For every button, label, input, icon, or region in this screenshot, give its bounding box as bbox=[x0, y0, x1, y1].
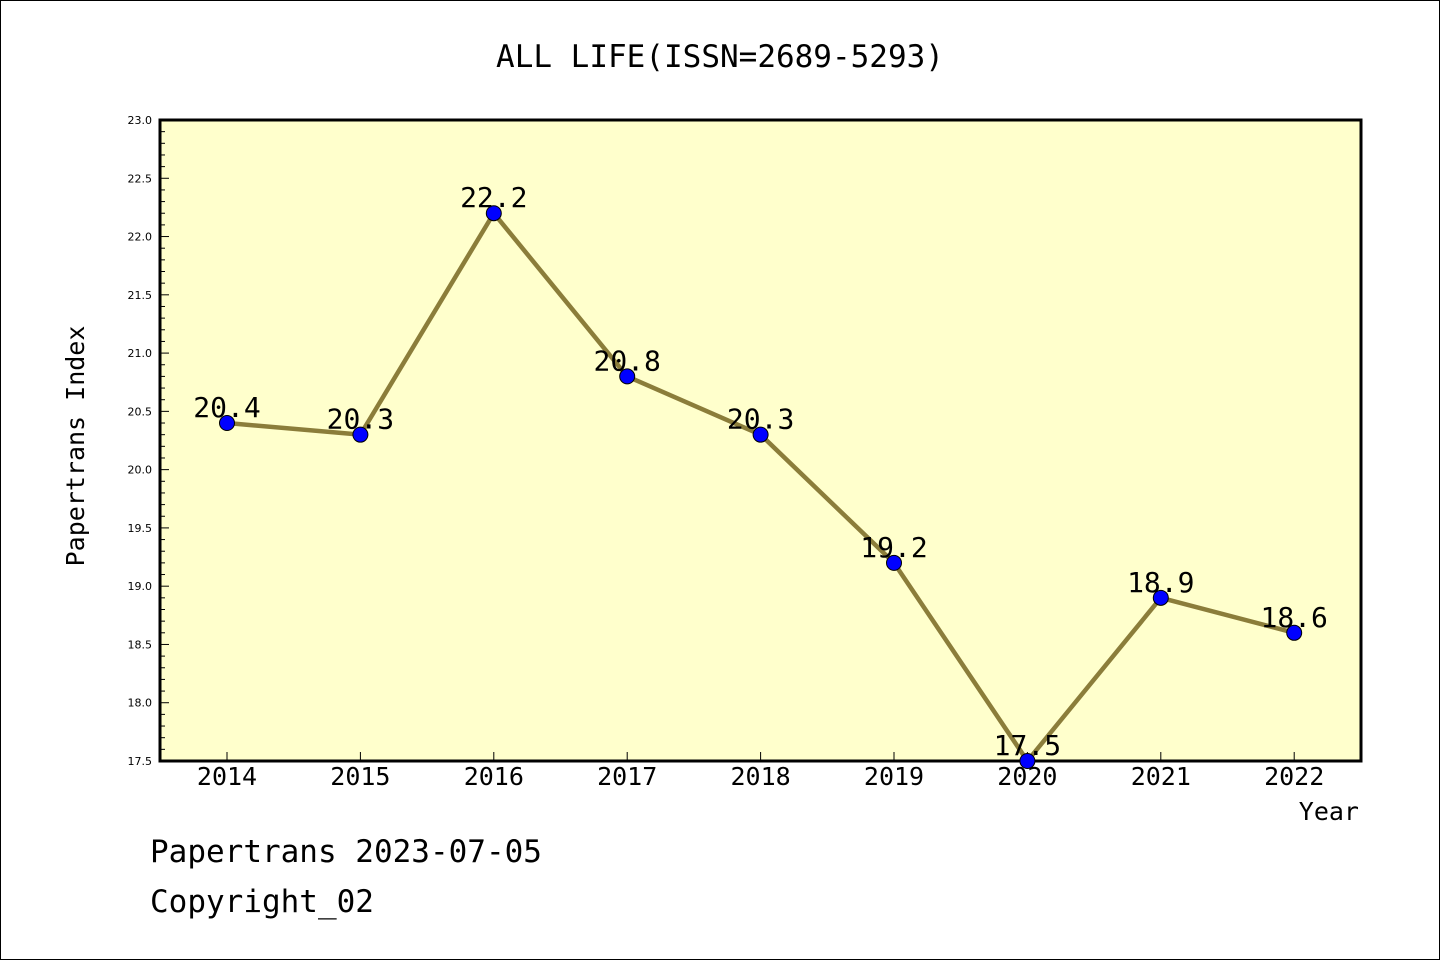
data-label: 19.2 bbox=[860, 531, 927, 564]
data-label: 20.3 bbox=[727, 403, 794, 436]
data-point bbox=[886, 554, 902, 571]
y-tick-label: 22.0 bbox=[128, 231, 153, 244]
data-label: 20.3 bbox=[327, 403, 394, 436]
y-axis: 17.5 18.0 18.5 19.0 19.5 20.0 20.5 21.0 21.5 22.0… bbox=[128, 114, 169, 768]
data-label: 20.8 bbox=[593, 344, 660, 377]
y-tick-label: 21.5 bbox=[128, 289, 153, 302]
y-tick-label: 18.0 bbox=[128, 697, 153, 710]
data-point bbox=[619, 368, 636, 385]
y-tick-label: 20.0 bbox=[128, 464, 153, 477]
data-label: 22.2 bbox=[460, 181, 527, 214]
x-axis: 2014 2015 2016 2017 2018 2019 2020 2021 2022 bbox=[197, 752, 1324, 791]
y-tick-label: 22.5 bbox=[128, 172, 153, 185]
data-label: 18.6 bbox=[1260, 601, 1327, 634]
data-label: 17.5 bbox=[994, 729, 1061, 762]
data-point bbox=[1286, 624, 1303, 641]
data-point bbox=[219, 415, 235, 432]
x-tick-label: 2017 bbox=[597, 762, 657, 791]
x-tick-label: 2014 bbox=[197, 762, 257, 791]
footer-date-line: Papertrans 2023-07-05 bbox=[150, 834, 542, 870]
y-tick-label: 17.5 bbox=[128, 755, 153, 768]
x-tick-label: 2015 bbox=[330, 762, 390, 791]
data-label: 18.9 bbox=[1127, 566, 1194, 599]
data-point bbox=[352, 426, 369, 443]
chart-title: ALL LIFE(ISSN=2689-5293) bbox=[496, 39, 944, 75]
y-tick-label: 21.0 bbox=[128, 347, 153, 360]
y-tick-label: 20.5 bbox=[128, 405, 153, 418]
data-point bbox=[1152, 589, 1169, 606]
data-point bbox=[752, 426, 769, 443]
y-axis-label: Papertrans Index bbox=[61, 326, 90, 567]
data-label: 20.4 bbox=[193, 391, 260, 424]
x-tick-label: 2016 bbox=[464, 762, 524, 791]
footer-copyright: Copyright_02 bbox=[150, 884, 374, 920]
x-tick-label: 2018 bbox=[730, 762, 790, 791]
y-tick-label: 19.0 bbox=[128, 580, 153, 593]
series-layer: 20.4 20.3 22.2 20.8 20.3 19.2 17.5 18.9 18.6 bbox=[193, 181, 1328, 769]
y-tick-label: 18.5 bbox=[128, 638, 153, 651]
data-point bbox=[485, 205, 502, 222]
y-tick-label: 19.5 bbox=[128, 522, 153, 535]
data-point bbox=[1019, 753, 1036, 769]
x-axis-label: Year bbox=[1299, 797, 1359, 826]
x-tick-label: 2022 bbox=[1264, 762, 1324, 791]
x-tick-label: 2019 bbox=[864, 762, 924, 791]
y-tick-label: 23.0 bbox=[128, 114, 153, 127]
x-tick-label: 2021 bbox=[1131, 762, 1191, 791]
